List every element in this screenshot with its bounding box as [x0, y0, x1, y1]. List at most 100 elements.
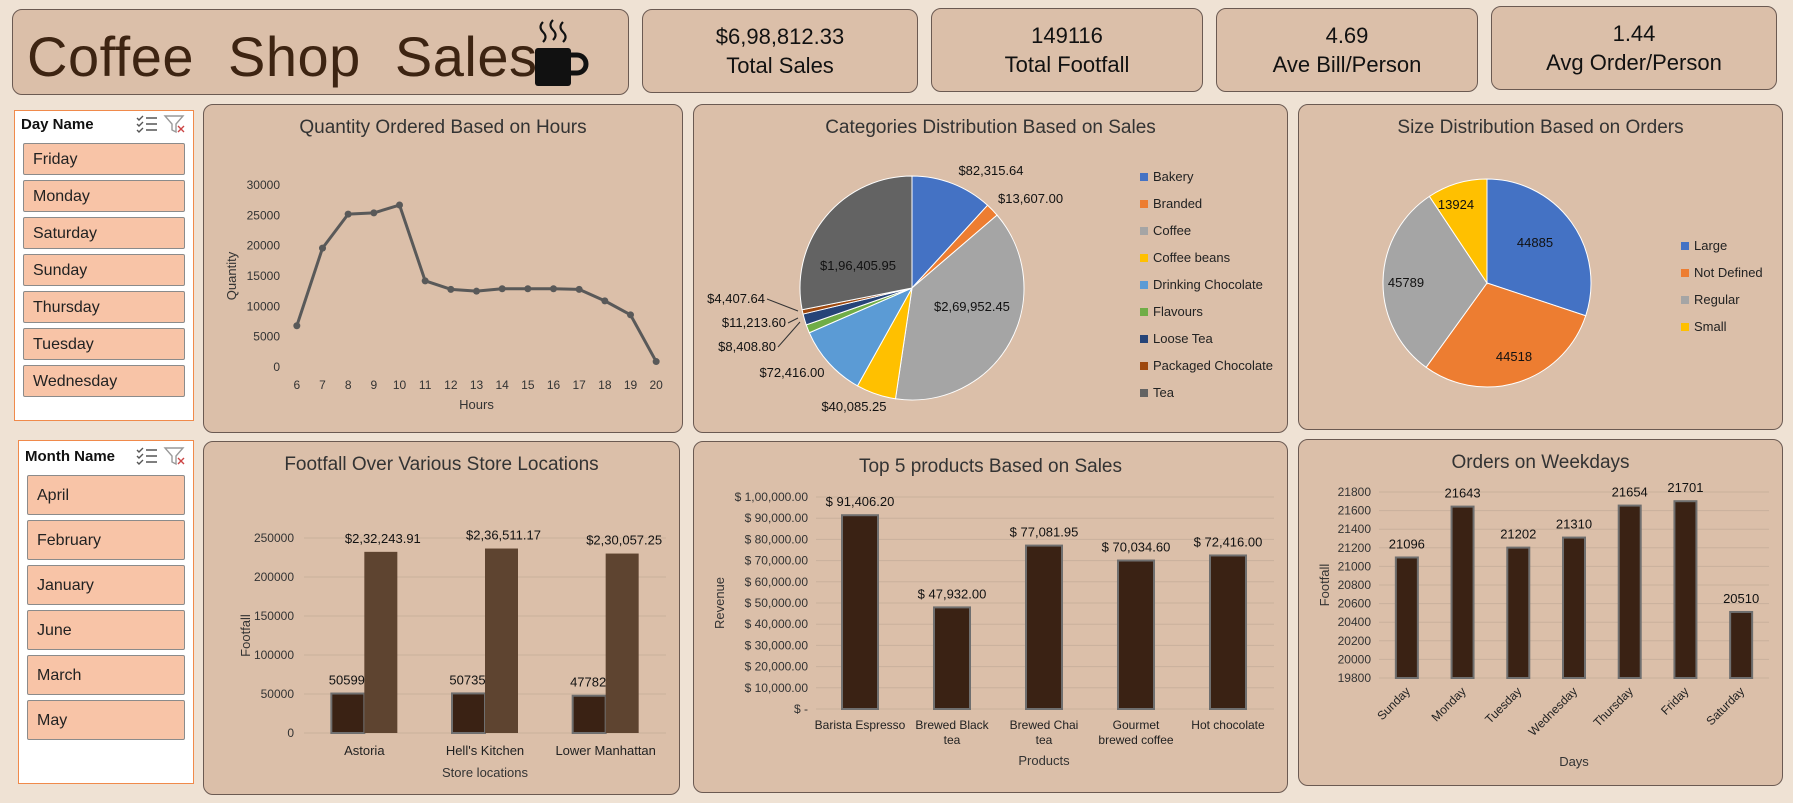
y-axis-title: Footfall: [238, 614, 253, 657]
chart-title: Top 5 products Based on Sales: [858, 456, 1122, 477]
slicer-item-wednesday[interactable]: Wednesday: [23, 365, 185, 397]
y-tick-label: 25000: [247, 208, 281, 222]
data-label: $40,085.25: [821, 399, 886, 414]
legend-label: Tea: [1153, 385, 1175, 400]
chart-title: Categories Distribution Based on Sales: [825, 117, 1156, 138]
pie-slice: [1428, 178, 1488, 285]
multi-select-icon[interactable]: [135, 114, 159, 134]
legend-swatch: [1140, 389, 1148, 397]
y-tick-label: 20000: [247, 239, 281, 253]
pie-slice: [894, 214, 1025, 401]
data-label: $13,607.00: [998, 191, 1063, 206]
pie-slice: [1425, 282, 1587, 388]
y-tick-label: 20400: [1338, 615, 1372, 629]
x-tick-label-line: tea: [1036, 733, 1053, 747]
data-label: 21202: [1500, 527, 1536, 542]
y-tick-label: $ -: [794, 702, 808, 716]
y-tick-label: 30000: [247, 178, 281, 192]
categories-chart-panel: Categories Distribution Based on Sales $…: [693, 104, 1288, 433]
clear-filter-icon[interactable]: [163, 114, 187, 134]
bar: [1394, 556, 1419, 679]
data-label: $2,32,243.91: [345, 531, 421, 546]
data-point: [370, 209, 378, 217]
data-label: $2,69,952.45: [934, 299, 1010, 314]
x-tick-label: 19: [624, 378, 638, 392]
kpi-label: Total Sales: [726, 53, 834, 78]
y-tick-label: 50000: [261, 687, 295, 701]
y-axis-title: Footfall: [1317, 564, 1332, 607]
x-tick-label: Hell's Kitchen: [446, 743, 524, 758]
data-point: [319, 244, 326, 252]
x-tick-label: 9: [370, 378, 377, 392]
y-tick-label: $ 40,000.00: [745, 617, 809, 631]
hours-line-chart: 0 5000 10000 15000 20000 25000 30000 6 7 8 9 10 11 12…: [224, 178, 663, 412]
clear-filter-icon[interactable]: [163, 446, 187, 466]
data-label: 20510: [1723, 591, 1759, 606]
legend-swatch: [1140, 227, 1148, 235]
y-tick-label: 150000: [254, 609, 294, 623]
legend-swatch: [1681, 269, 1689, 277]
slicer-item-june[interactable]: June: [27, 610, 185, 650]
x-tick-label: Gourmet brewed coffee: [1098, 718, 1173, 747]
slicer-item-saturday[interactable]: Saturday: [23, 217, 185, 249]
data-label: $ 70,034.60: [1102, 540, 1171, 555]
data-point: [421, 277, 429, 285]
sizes-chart-panel: Size Distribution Based on Orders 44885 4…: [1298, 104, 1783, 430]
y-tick-label: $ 30,000.00: [745, 638, 809, 652]
x-tick-label: Thursday: [1591, 684, 1636, 729]
kpi-label: Ave Bill/Person: [1272, 52, 1422, 77]
legend-label: Flavours: [1153, 304, 1203, 319]
data-label: $ 91,406.20: [826, 494, 895, 509]
x-tick-label: Friday: [1658, 684, 1691, 717]
legend-swatch: [1140, 362, 1148, 370]
chart-title: Orders on Weekdays: [1451, 452, 1630, 473]
data-label: 45789: [1388, 275, 1424, 290]
legend-label: Regular: [1694, 292, 1740, 307]
x-tick-label: Tuesday: [1482, 684, 1524, 726]
slicer-item-monday[interactable]: Monday: [23, 180, 185, 212]
y-tick-label: $ 1,00,000.00: [735, 490, 809, 504]
slicer-item-january[interactable]: January: [27, 565, 185, 605]
x-tick-label: 17: [572, 378, 586, 392]
data-label: $2,36,511.17: [466, 528, 541, 543]
x-tick-label: 15: [521, 378, 535, 392]
slicer-title: Day Name: [21, 115, 94, 133]
bar: [485, 548, 518, 733]
legend-swatch: [1681, 323, 1689, 331]
y-tick-label: 21200: [1338, 541, 1372, 555]
y-tick-label: $ 70,000.00: [745, 554, 809, 568]
x-tick-label: Brewed Chai tea: [1010, 718, 1079, 747]
slicer-item-thursday[interactable]: Thursday: [23, 291, 185, 323]
x-tick-label: 11: [419, 378, 432, 392]
y-axis-title: Revenue: [712, 577, 727, 629]
x-tick-label: Sunday: [1374, 684, 1413, 723]
data-label: $2,30,057.25: [586, 533, 662, 548]
y-tick-label: 21000: [1338, 559, 1372, 573]
bar: [1506, 546, 1531, 679]
slicer-item-tuesday[interactable]: Tuesday: [23, 328, 185, 360]
pie-slice: [799, 175, 913, 311]
slicer-item-sunday[interactable]: Sunday: [23, 254, 185, 286]
legend-label: Loose Tea: [1153, 331, 1214, 346]
y-tick-label: 20800: [1338, 578, 1372, 592]
x-tick-label: Brewed Black tea: [915, 718, 989, 747]
multi-select-icon[interactable]: [135, 446, 159, 466]
x-tick-label: Saturday: [1703, 684, 1747, 728]
bar: [1617, 504, 1642, 679]
slicer-item-march[interactable]: March: [27, 655, 185, 695]
slicer-item-friday[interactable]: Friday: [23, 143, 185, 175]
y-tick-label: 250000: [254, 531, 294, 545]
x-tick-label-line: Brewed Chai: [1010, 718, 1079, 732]
y-tick-label: 5000: [253, 330, 280, 344]
x-tick-label: Barista Espresso: [815, 718, 906, 732]
bar: [1025, 544, 1063, 710]
data-point: [293, 322, 301, 330]
data-label: 47782: [570, 675, 606, 690]
x-tick-label-line: Hot chocolate: [1191, 718, 1265, 732]
x-tick-label: 10: [393, 378, 407, 392]
slicer-item-april[interactable]: April: [27, 475, 185, 515]
slicer-item-february[interactable]: February: [27, 520, 185, 560]
y-tick-label: $ 50,000.00: [745, 596, 809, 610]
slicer-item-may[interactable]: May: [27, 700, 185, 740]
x-tick-label: Wednesday: [1526, 684, 1581, 739]
